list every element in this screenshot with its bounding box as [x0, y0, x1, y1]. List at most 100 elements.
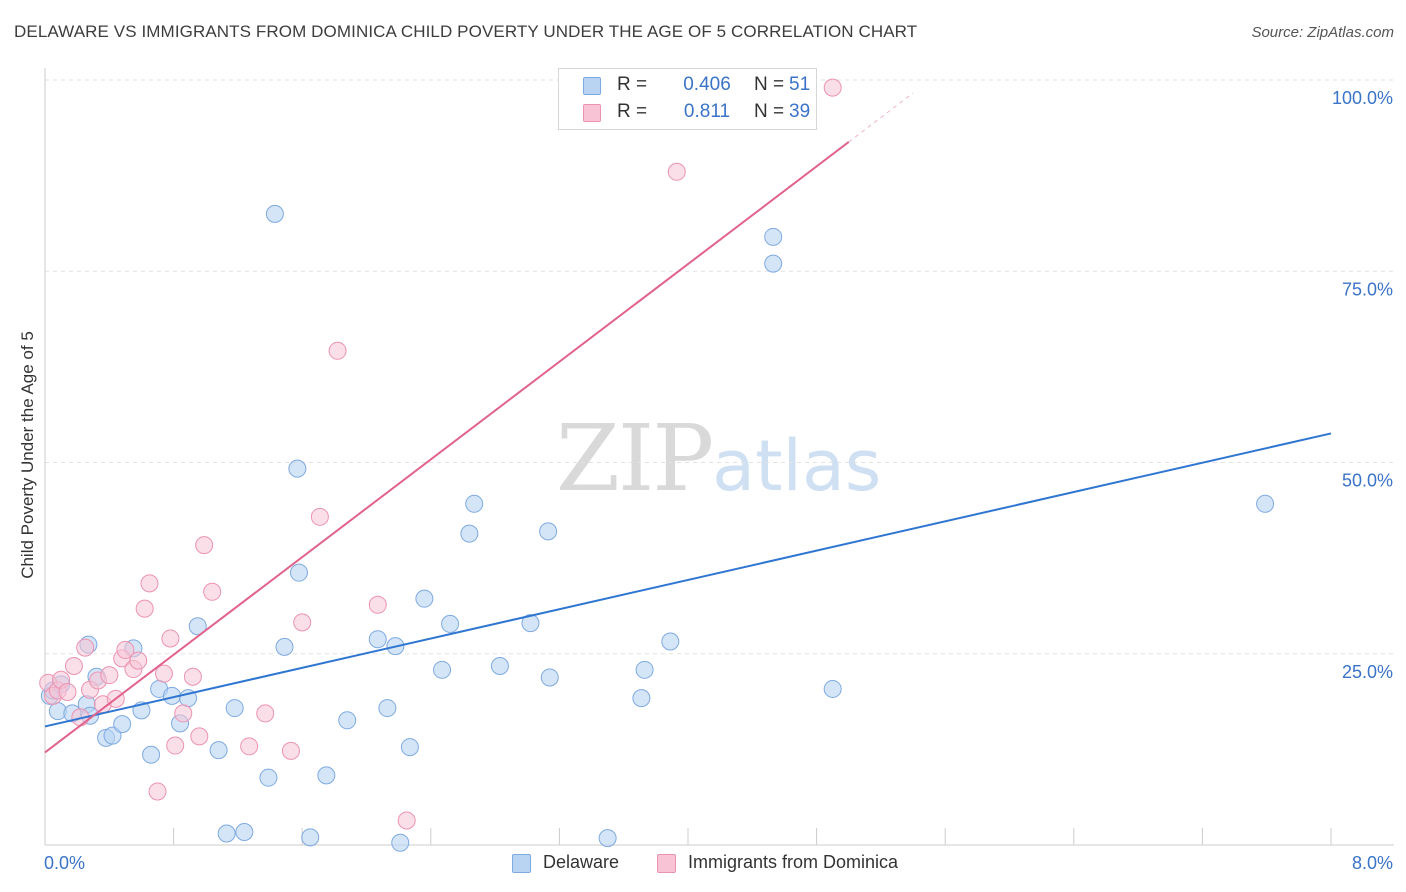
delaware-point [338, 711, 357, 730]
dominica-point [823, 78, 842, 97]
delaware-point [113, 715, 132, 734]
tick-labels: 25.0% 50.0% 75.0% 100.0% 0.0% 8.0% [44, 88, 1393, 873]
dominica-point [397, 811, 416, 830]
y-tick-label: 50.0% [1342, 471, 1393, 491]
trend-lines [44, 92, 1332, 754]
dominica-point [148, 782, 167, 801]
correlation-legend: R = 0.406 N = 51 R = 0.811 N = 39 [558, 68, 817, 130]
delaware-point [235, 822, 254, 841]
delaware-point [209, 741, 228, 760]
delaware-point [598, 829, 617, 848]
dominica-point [368, 595, 387, 614]
axes [44, 68, 1394, 846]
delaware-trend-line [44, 432, 1332, 728]
r-value: 0.811 [683, 101, 731, 122]
delaware-point [288, 459, 307, 478]
delaware-point [289, 563, 308, 582]
dominica-point [203, 582, 222, 601]
dominica-swatch [657, 854, 676, 873]
delaware-point [265, 204, 284, 223]
dominica-points [39, 78, 842, 830]
dominica-point [240, 737, 259, 756]
n-value: 39 [789, 101, 811, 122]
dominica-trend-line [44, 141, 850, 754]
dominica-point [195, 536, 214, 555]
dominica-point [174, 704, 193, 723]
delaware-point [217, 824, 236, 843]
dominica-point [256, 704, 275, 723]
n-value: 51 [789, 74, 811, 95]
dominica-point [154, 664, 173, 683]
delaware-point [764, 227, 783, 246]
delaware-point [368, 630, 387, 649]
dominica-swatch [583, 104, 601, 122]
dominica-point [140, 574, 159, 593]
y-tick-label: 25.0% [1342, 662, 1393, 682]
dominica-point [166, 736, 185, 755]
delaware-point [378, 699, 397, 718]
delaware-point [661, 632, 680, 651]
legend-label: Immigrants from Dominica [688, 852, 899, 872]
dominica-point [135, 599, 154, 618]
delaware-point [632, 689, 651, 708]
dominica-point [328, 341, 347, 360]
dominica-point [58, 683, 77, 701]
delaware-point [635, 660, 654, 679]
dominica-point [116, 640, 135, 659]
delaware-point [301, 828, 320, 847]
gridlines [45, 79, 1394, 655]
dominica-point [281, 741, 300, 760]
y-tick-label: 75.0% [1342, 279, 1393, 299]
dominica-point [100, 666, 119, 685]
delaware-point [415, 589, 434, 608]
r-value: 0.406 [683, 74, 731, 95]
delaware-point [540, 668, 559, 687]
dominica-point [293, 613, 312, 632]
dominica-point [76, 638, 95, 657]
n-label: N = [754, 74, 785, 95]
delaware-point [142, 745, 161, 764]
delaware-point [539, 522, 558, 541]
delaware-point [441, 614, 460, 633]
delaware-point [1256, 494, 1275, 513]
dominica-trend-extension [848, 92, 914, 143]
chart-title: DELAWARE VS IMMIGRANTS FROM DOMINICA CHI… [14, 22, 918, 41]
delaware-points [40, 204, 1275, 852]
r-label: R = [617, 74, 648, 95]
dominica-point [129, 651, 148, 670]
delaware-point [400, 738, 419, 757]
delaware-point [259, 768, 278, 787]
dominica-point [667, 162, 686, 181]
dominica-point [64, 656, 83, 675]
delaware-point [188, 617, 207, 636]
delaware-point [764, 254, 783, 273]
delaware-point [823, 679, 842, 698]
dominica-point [190, 727, 209, 746]
delaware-point [460, 524, 479, 543]
delaware-point [433, 660, 452, 679]
delaware-point [317, 766, 336, 785]
dominica-point [161, 629, 180, 648]
dominica-point [183, 667, 202, 686]
delaware-point [275, 637, 294, 656]
watermark-atlas: atlas [712, 425, 882, 507]
delaware-point [490, 656, 509, 675]
delaware-swatch [512, 854, 531, 873]
legend-label: Delaware [543, 852, 620, 872]
source-credit: Source: ZipAtlas.com [1251, 24, 1394, 41]
watermark: ZIPatlas [556, 405, 881, 512]
delaware-swatch [583, 77, 601, 95]
delaware-point [225, 699, 244, 718]
x-tick-label: 8.0% [1352, 853, 1393, 873]
delaware-point [521, 614, 540, 633]
watermark-zip: ZIP [556, 405, 714, 512]
delaware-point [391, 833, 410, 852]
y-tick-label: 100.0% [1332, 88, 1393, 108]
delaware-point [103, 726, 122, 745]
x-tick-label: 0.0% [44, 853, 85, 873]
r-label: R = [617, 101, 648, 122]
delaware-point [465, 494, 484, 513]
n-label: N = [754, 101, 785, 122]
dominica-point [310, 507, 329, 526]
